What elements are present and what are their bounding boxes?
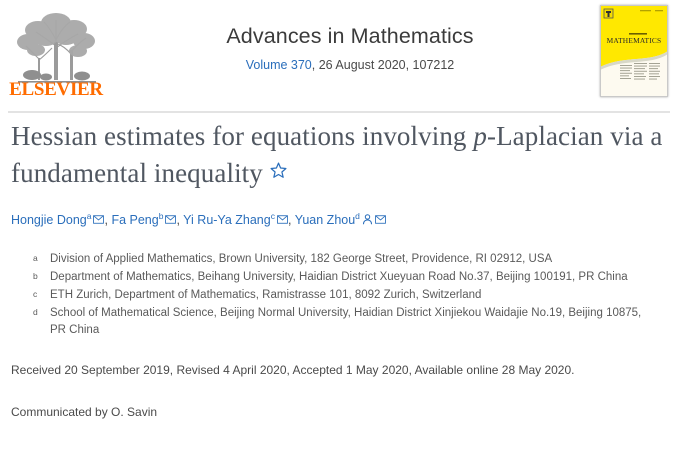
affiliation-text: Department of Mathematics, Beihang Unive…: [50, 271, 628, 284]
envelope-icon[interactable]: [165, 214, 177, 225]
affiliation-text: Division of Applied Mathematics, Brown U…: [50, 253, 553, 266]
elsevier-wordmark: ELSEVIER: [9, 79, 103, 100]
svg-text:MATHEMATICS: MATHEMATICS: [607, 36, 662, 45]
article-title-part2: -Laplacian via a fundamental inequality: [11, 121, 663, 188]
envelope-icon[interactable]: [277, 214, 288, 225]
author-entry: Hongjie Donga,: [11, 211, 112, 228]
affiliation-row: b Department of Mathematics, Beihang Uni…: [33, 269, 668, 286]
person-icon[interactable]: [362, 214, 373, 225]
journal-cover-thumbnail[interactable]: MATHEMATICS: [600, 5, 668, 97]
article-history: Received 20 September 2019, Revised 4 Ap…: [11, 363, 575, 378]
affiliation-row: a Division of Applied Mathematics, Brown…: [33, 251, 668, 268]
journal-info: Advances in Mathematics Volume 370, 26 A…: [120, 22, 580, 73]
elsevier-tree-logo-icon[interactable]: [8, 6, 104, 102]
affiliation-mark: c: [33, 289, 38, 300]
article-title-part1: Hessian estimates for equations involvin…: [11, 121, 474, 151]
author-name-1[interactable]: Hongjie Dong: [11, 213, 87, 228]
author-separator-2: ,: [176, 213, 184, 228]
article-header: Hessian estimates for equations involvin…: [0, 118, 678, 421]
author-affil-mark-3[interactable]: c: [270, 211, 275, 221]
author-entry: Yuan Zhoud: [294, 211, 386, 228]
author-affil-mark-2[interactable]: b: [158, 211, 164, 221]
affiliation-mark: b: [33, 271, 38, 282]
journal-masthead: ELSEVIER Advances in Mathematics Volume …: [0, 0, 678, 113]
affiliation-row: d School of Mathematical Science, Beijin…: [33, 305, 668, 339]
author-entry: Yi Ru-Ya Zhangc,: [183, 211, 295, 228]
author-name-4[interactable]: Yuan Zhou: [294, 213, 356, 228]
affiliation-mark: d: [33, 307, 38, 318]
volume-link[interactable]: Volume 370: [245, 58, 312, 72]
envelope-icon[interactable]: [93, 214, 105, 225]
author-name-3[interactable]: Yi Ru-Ya Zhang: [183, 213, 271, 228]
communicated-by: Communicated by O. Savin: [11, 405, 158, 420]
issue-meta: , 26 August 2020, 107212: [311, 58, 455, 72]
journal-cover-image-icon: MATHEMATICS: [600, 5, 668, 97]
envelope-icon[interactable]: [375, 214, 386, 225]
affiliation-text: School of Mathematical Science, Beijing …: [50, 307, 642, 337]
article-title: Hessian estimates for equations involvin…: [11, 118, 668, 192]
masthead-divider: [8, 111, 670, 113]
affiliation-list: a Division of Applied Mathematics, Brown…: [11, 251, 668, 339]
journal-title: Advances in Mathematics: [226, 24, 474, 48]
affiliation-text: ETH Zurich, Department of Mathematics, R…: [50, 289, 482, 302]
author-affil-mark-4[interactable]: d: [355, 211, 360, 221]
journal-issue-line: Volume 370, 26 August 2020, 107212: [120, 57, 580, 73]
article-title-italic-p: p: [473, 121, 487, 151]
affiliation-row: c ETH Zurich, Department of Mathematics,…: [33, 287, 668, 304]
affiliation-mark: a: [33, 253, 38, 264]
author-separator-3: ,: [287, 213, 295, 228]
author-entry: Fa Pengb,: [111, 211, 184, 228]
author-separator-1: ,: [104, 213, 112, 228]
star-outline-icon[interactable]: [269, 161, 288, 180]
author-list: Hongjie Donga, Fa Pengb, Yi Ru-Ya Zhangc…: [11, 207, 668, 229]
author-affil-mark-1[interactable]: a: [86, 211, 92, 221]
author-name-2[interactable]: Fa Peng: [111, 213, 159, 228]
